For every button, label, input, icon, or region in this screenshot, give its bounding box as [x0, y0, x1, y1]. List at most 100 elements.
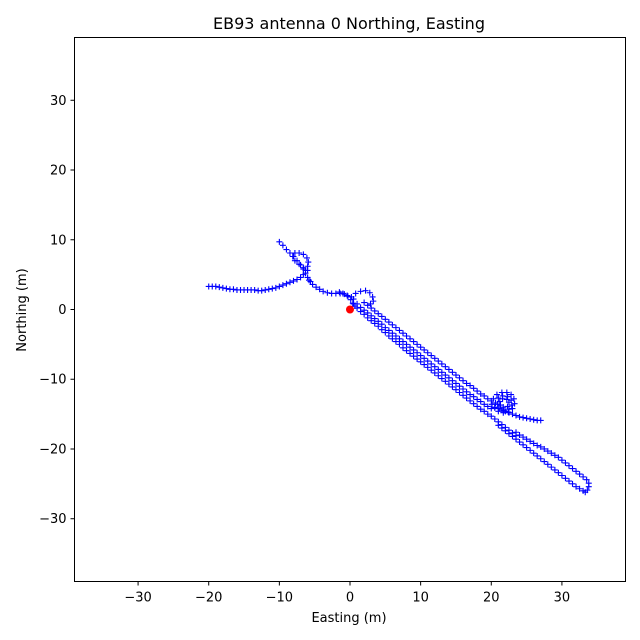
data-point: [505, 409, 512, 416]
data-point: [385, 327, 392, 334]
data-point: [371, 307, 378, 314]
data-point: [442, 378, 449, 385]
data-point: [445, 366, 452, 373]
y-tick-label: 0: [58, 303, 66, 318]
x-tick-label: 0: [346, 591, 354, 606]
data-point: [296, 261, 303, 268]
data-point: [399, 338, 406, 345]
data-point: [562, 475, 569, 482]
data-point: [474, 388, 481, 395]
data-point: [369, 293, 376, 300]
data-point: [350, 300, 357, 307]
data-point: [357, 308, 364, 315]
data-point: [508, 391, 515, 398]
data-point: [417, 344, 424, 351]
data-point: [316, 286, 323, 293]
data-point: [378, 326, 385, 333]
data-point: [378, 313, 385, 320]
data-point: [368, 305, 375, 312]
data-point: [361, 299, 368, 306]
data-point: [297, 261, 304, 268]
data-point: [410, 346, 417, 353]
data-point: [495, 395, 502, 402]
data-point: [467, 397, 474, 404]
data-point: [428, 360, 435, 367]
data-point: [291, 257, 298, 264]
data-point: [558, 457, 565, 464]
data-points: [205, 238, 592, 496]
data-point: [300, 251, 307, 258]
data-point: [497, 402, 504, 409]
data-point: [541, 445, 548, 452]
data-point: [576, 471, 583, 478]
x-tick-label: 30: [554, 591, 571, 606]
data-point: [392, 333, 399, 340]
data-point: [424, 358, 431, 365]
data-point: [449, 383, 456, 390]
data-point: [477, 406, 484, 413]
data-point: [488, 405, 495, 412]
origin-layer: [346, 305, 354, 314]
data-point: [219, 284, 226, 291]
data-point: [537, 443, 544, 450]
data-point: [265, 286, 272, 293]
data-point: [452, 372, 459, 379]
data-point: [392, 324, 399, 331]
data-point: [352, 290, 359, 297]
data-point: [576, 485, 583, 492]
data-point: [371, 320, 378, 327]
data-point: [417, 352, 424, 359]
data-point: [513, 412, 520, 419]
data-point: [474, 396, 481, 403]
data-point: [463, 388, 470, 395]
data-point: [431, 363, 438, 370]
data-point: [513, 429, 520, 436]
data-point: [580, 473, 587, 480]
data-point: [562, 459, 569, 466]
data-point: [460, 392, 467, 399]
data-point: [392, 338, 399, 345]
data-point: [495, 422, 502, 429]
data-point: [527, 447, 534, 454]
data-point: [555, 454, 562, 461]
data-point: [470, 400, 477, 407]
data-point: [289, 253, 296, 260]
data-point: [407, 335, 414, 342]
data-point: [313, 284, 320, 291]
data-point: [565, 478, 572, 485]
data-point: [484, 411, 491, 418]
data-point: [504, 393, 511, 400]
data-point: [548, 464, 555, 471]
data-point: [407, 350, 414, 357]
data-point: [481, 392, 488, 399]
data-point: [498, 406, 505, 413]
data-point: [513, 436, 520, 443]
data-point: [508, 402, 515, 409]
data-point: [344, 292, 351, 299]
data-point: [297, 274, 304, 281]
data-point: [499, 395, 506, 402]
data-point: [449, 369, 456, 376]
data-point: [417, 358, 424, 365]
data-point: [583, 476, 590, 483]
data-point: [537, 417, 544, 424]
data-point: [375, 310, 382, 317]
data-point: [385, 333, 392, 340]
data-point: [364, 314, 371, 321]
data-point: [403, 341, 410, 348]
chart-title: EB93 antenna 0 Northing, Easting: [213, 14, 485, 33]
data-point: [558, 472, 565, 479]
data-point: [424, 364, 431, 371]
data-point: [324, 289, 331, 296]
data-point: [511, 400, 518, 407]
data-point: [320, 288, 327, 295]
data-point: [389, 335, 396, 342]
data-point: [336, 289, 343, 296]
y-tick-label: 10: [50, 233, 67, 248]
data-point: [286, 279, 293, 286]
data-point: [442, 363, 449, 370]
data-point: [303, 254, 310, 261]
x-tick-label: −30: [124, 591, 151, 606]
data-point: [477, 390, 484, 397]
